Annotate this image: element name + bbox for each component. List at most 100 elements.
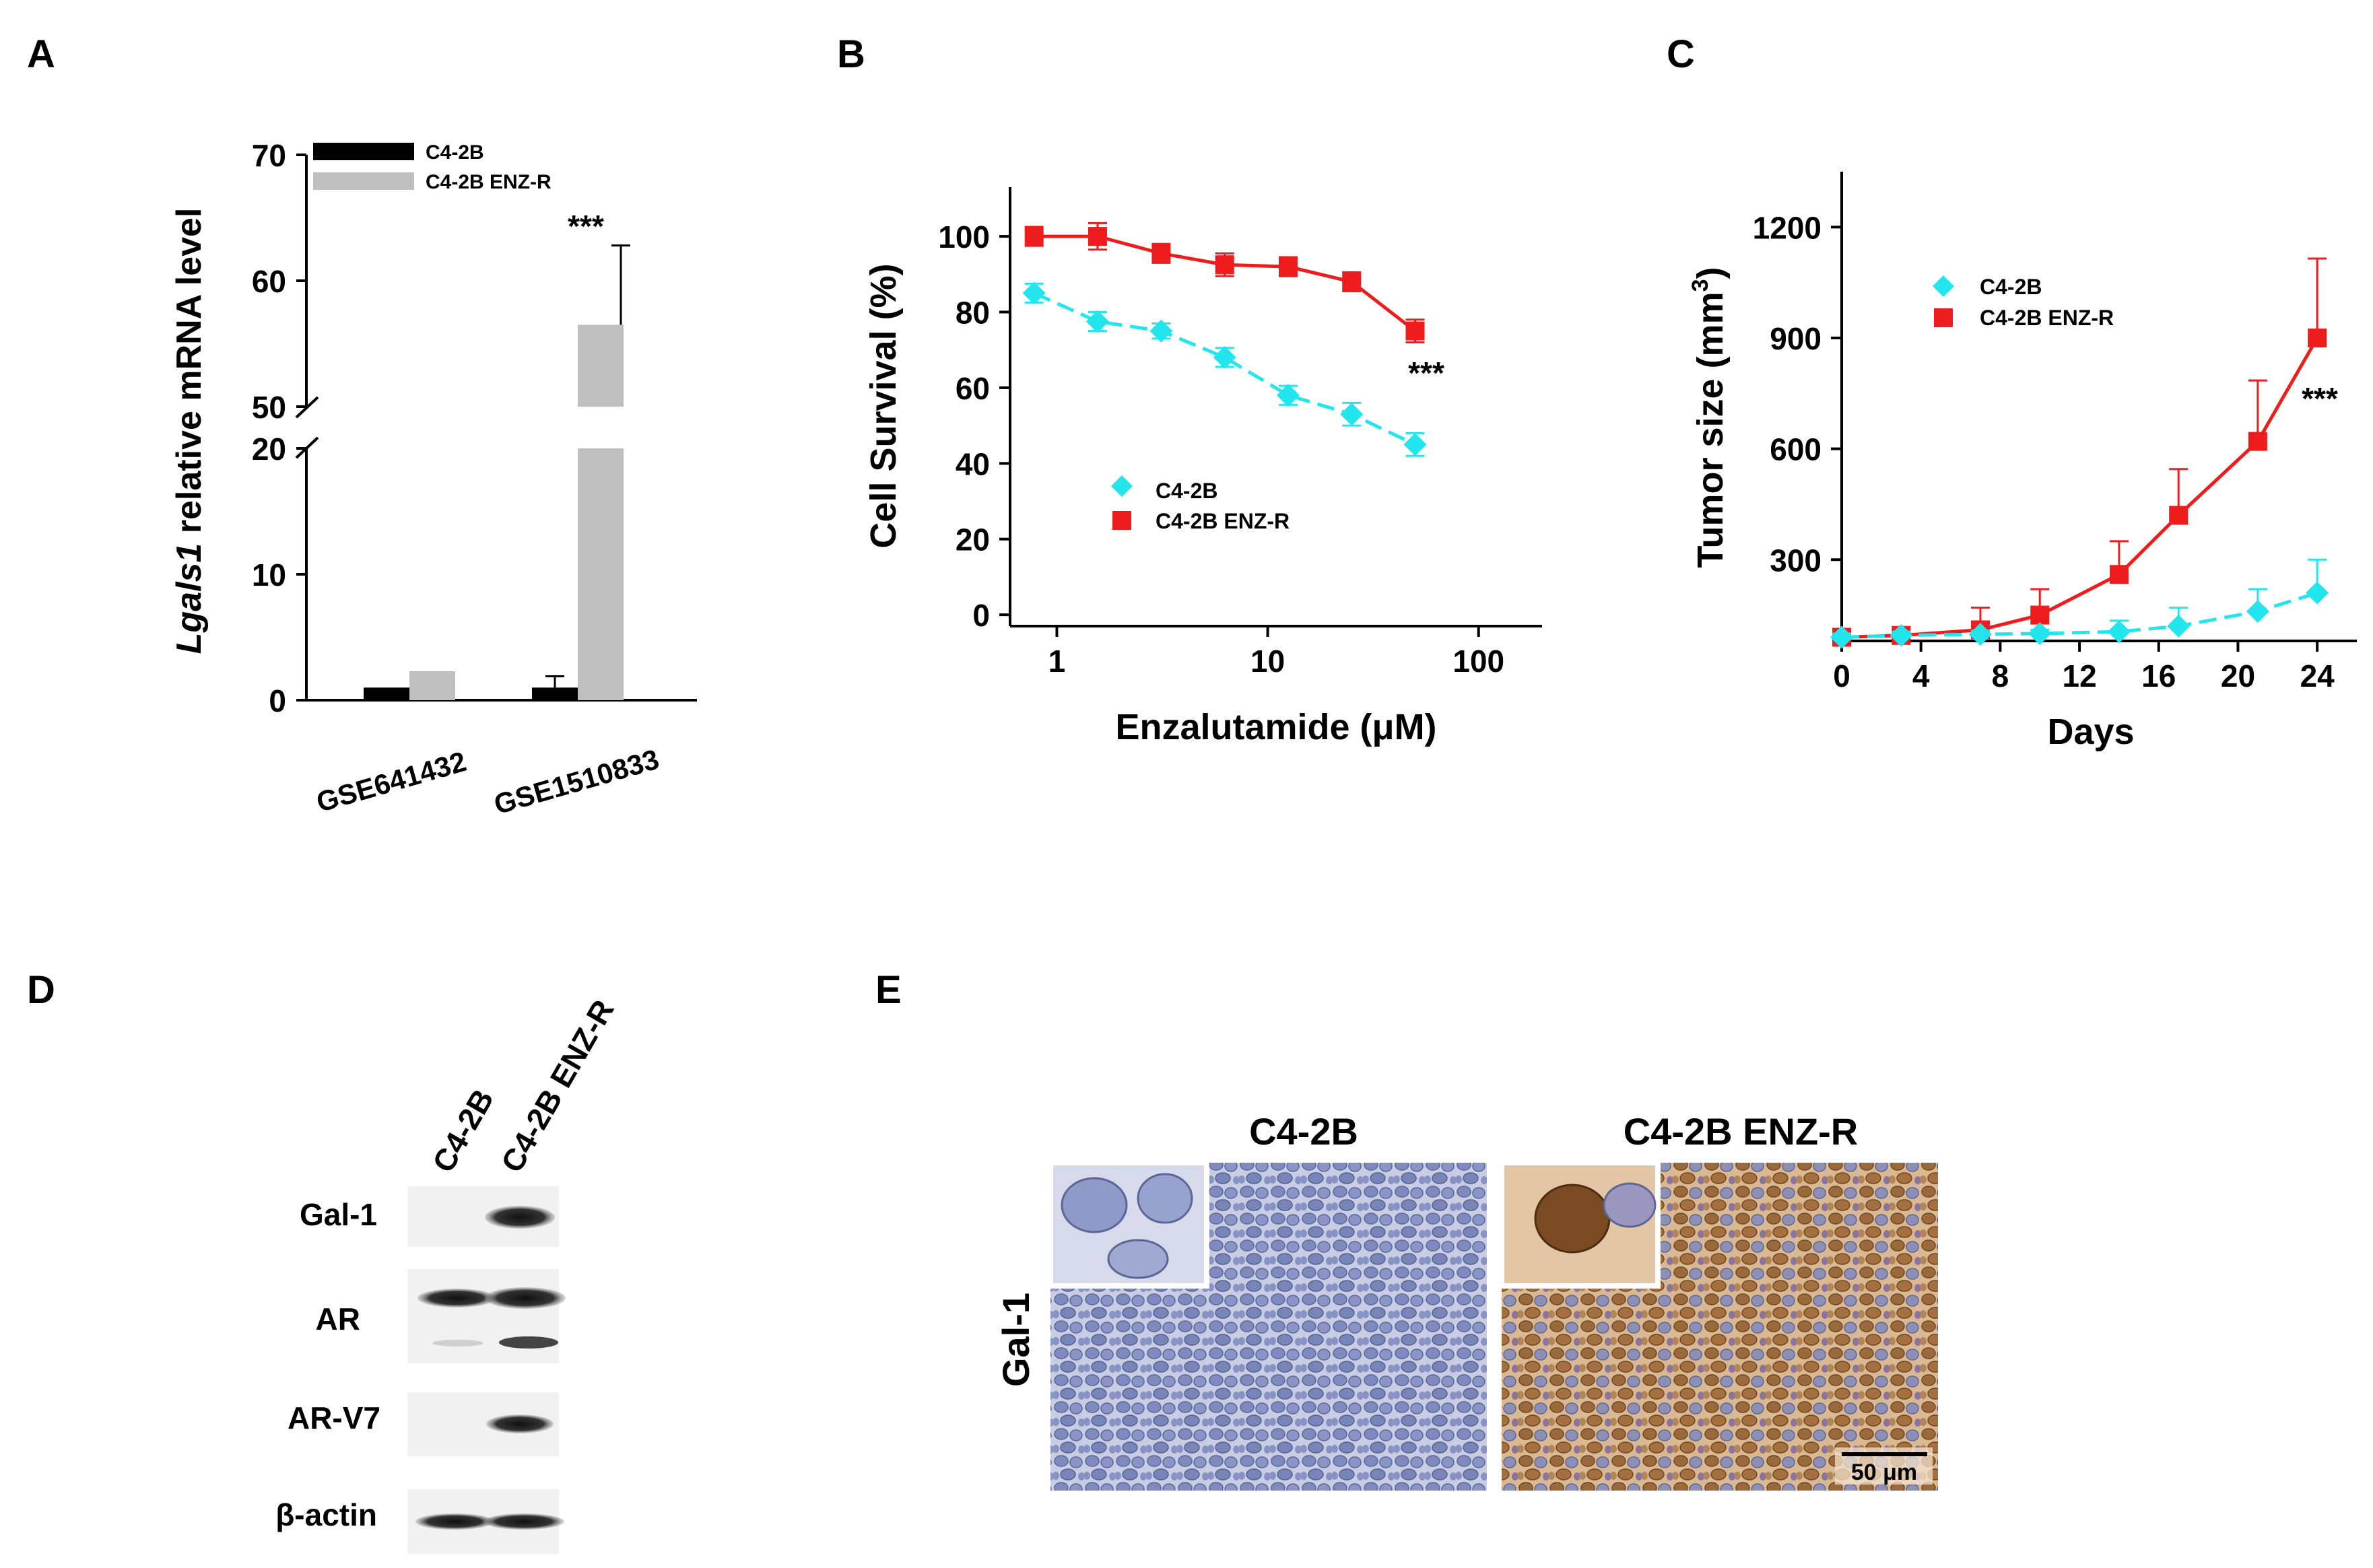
- c-point-0-5: [2167, 615, 2191, 638]
- c-xtick-label-5: 20: [2221, 658, 2255, 693]
- c-legend-label-c42b: C4-2B: [1980, 275, 2042, 299]
- c-point-0-6: [2246, 600, 2269, 623]
- b-point-1-3: [1215, 255, 1234, 275]
- panel-label-b: B: [837, 32, 865, 76]
- b-ytick-label-4: 80: [956, 295, 990, 330]
- b-point-1-6: [1405, 321, 1425, 341]
- a-y-label-rest: relative mRNA level: [170, 208, 209, 543]
- c-point-1-5: [2169, 506, 2188, 525]
- ihc-inset-nucleus-c42b-3: [1107, 1239, 1169, 1279]
- blot-band-ar-lower-enzr: [499, 1336, 558, 1349]
- b-ytick-label-3: 60: [956, 371, 990, 406]
- c-y-label-main: Tumor size (mm: [1690, 292, 1731, 568]
- a-bar-lower-1-1: [578, 448, 624, 700]
- c-y-axis-label: Tumor size (mm3): [1687, 267, 1731, 568]
- b-series: [1022, 221, 1427, 457]
- c-xtick-label-1: 4: [1912, 658, 1930, 693]
- c-point-0-2: [1968, 623, 1992, 646]
- a-break-mark-upper: [295, 396, 319, 419]
- b-point-0-5: [1340, 403, 1364, 426]
- a-ytick-label-upper-1: 60: [252, 264, 286, 299]
- b-point-0-4: [1276, 384, 1300, 407]
- c-xtick-label-3: 12: [2062, 658, 2096, 693]
- c-legend-label-enzr: C4-2B ENZ-R: [1980, 306, 2114, 330]
- b-point-1-0: [1024, 227, 1044, 246]
- panel-label-a: A: [27, 32, 55, 76]
- blot-band-ar-enzr: [485, 1287, 566, 1309]
- b-legend-label-enzr: C4-2B ENZ-R: [1156, 509, 1290, 533]
- b-y-axis-label: Cell Survival (%): [863, 263, 904, 548]
- c-xtick-label-4: 16: [2141, 658, 2176, 693]
- a-y-label-italic: Lgals1: [170, 543, 209, 654]
- panel-b-chart: 0 20 40 60 80 100 1 10 100 Cell Survival (%) Enz…: [863, 187, 1542, 747]
- c-y-label-sup: 3: [1687, 279, 1713, 292]
- b-ticks: 0 20 40 60 80 100 1 10 100: [938, 219, 1504, 679]
- blot-row-label-gal1: Gal-1: [300, 1197, 377, 1232]
- c-xtick-label-6: 24: [2300, 658, 2335, 693]
- c-ytick-label-0: 300: [1770, 543, 1821, 578]
- a-break-mark-lower: [295, 436, 319, 459]
- c-line-1: [1841, 337, 2319, 640]
- c-significance-annotation: ***: [2302, 381, 2338, 416]
- b-xtick-label-0: 1: [1048, 644, 1066, 679]
- a-y-axis-label: Lgals1 relative mRNA level: [170, 208, 209, 654]
- a-bar-upper-1-1: [578, 325, 624, 407]
- a-y-ticks: 0 10 20 50 60 70: [252, 138, 306, 718]
- blot-band-ar-faint-c42b: [432, 1340, 483, 1347]
- panel-label-d: D: [27, 968, 55, 1012]
- b-point-1-4: [1278, 257, 1298, 277]
- b-significance-annotation: ***: [1408, 355, 1444, 390]
- b-legend-marker-c42b: [1111, 475, 1133, 497]
- ihc-row-label: Gal-1: [995, 1293, 1037, 1387]
- ihc-title-enzr: C4-2B ENZ-R: [1624, 1110, 1858, 1153]
- c-series: [1830, 257, 2329, 649]
- blot-band-bactin-c42b: [415, 1513, 494, 1530]
- b-ytick-label-1: 20: [956, 522, 990, 557]
- b-ytick-label-2: 40: [956, 446, 990, 481]
- c-y-label-end: ): [1690, 267, 1731, 279]
- b-point-0-6: [1403, 433, 1427, 456]
- a-category-label-2: GSE1510833: [490, 743, 662, 821]
- b-point-0-0: [1022, 281, 1046, 305]
- c-line-0: [1841, 591, 2318, 640]
- blot-strip-ar: [407, 1269, 559, 1363]
- c-xtick-label-2: 8: [1992, 658, 2009, 693]
- ihc-inset-nucleus-c42b: [1061, 1177, 1128, 1233]
- b-legend-marker-enzr: [1112, 511, 1131, 530]
- panel-label-e: E: [875, 968, 902, 1012]
- a-bar-0-1: [409, 671, 455, 700]
- c-ytick-label-3: 1200: [1753, 210, 1821, 245]
- b-ytick-label-5: 100: [938, 219, 990, 254]
- b-xtick-label-1: 10: [1250, 644, 1285, 679]
- c-point-0-4: [2107, 620, 2131, 644]
- b-xtick-label-2: 100: [1452, 644, 1504, 679]
- ihc-inset-nucleus-enzr: [1534, 1184, 1611, 1254]
- c-legend-marker-c42b: [1933, 275, 1954, 297]
- a-legend-swatch-enzr: [313, 172, 414, 190]
- b-ytick-label-0: 0: [972, 598, 990, 633]
- a-legend-label-c42b: C4-2B: [426, 141, 484, 164]
- a-ytick-label-lower-1: 10: [252, 557, 286, 592]
- c-point-1-6: [2248, 432, 2267, 451]
- a-ytick-label-upper-2: 70: [252, 138, 286, 173]
- a-ytick-label-upper-0: 50: [252, 390, 286, 425]
- panel-a-chart: 0 10 20 50 60 70 Lgals1 relative mRNA level *…: [170, 138, 697, 820]
- b-point-1-1: [1088, 227, 1107, 246]
- a-legend-swatch-c42b: [313, 143, 414, 160]
- a-legend-label-enzr: C4-2B ENZ-R: [426, 171, 552, 193]
- blot-band-gal1-enzr: [485, 1206, 555, 1229]
- b-point-0-2: [1149, 319, 1173, 343]
- c-point-1-4: [2109, 565, 2129, 584]
- ihc-title-c42b: C4-2B: [1249, 1110, 1358, 1153]
- a-ytick-label-lower-2: 20: [252, 432, 286, 467]
- c-ytick-label-2: 900: [1770, 321, 1821, 356]
- c-point-0-7: [2306, 581, 2329, 605]
- panel-e-ihc: C4-2B C4-2B ENZ-R Gal-1 50 μm: [995, 1110, 1938, 1491]
- c-xtick-label-0: 0: [1833, 658, 1850, 693]
- blot-row-label-ar: AR: [316, 1301, 360, 1336]
- a-ytick-label-lower-0: 0: [269, 683, 286, 718]
- c-point-1-3: [2030, 605, 2050, 625]
